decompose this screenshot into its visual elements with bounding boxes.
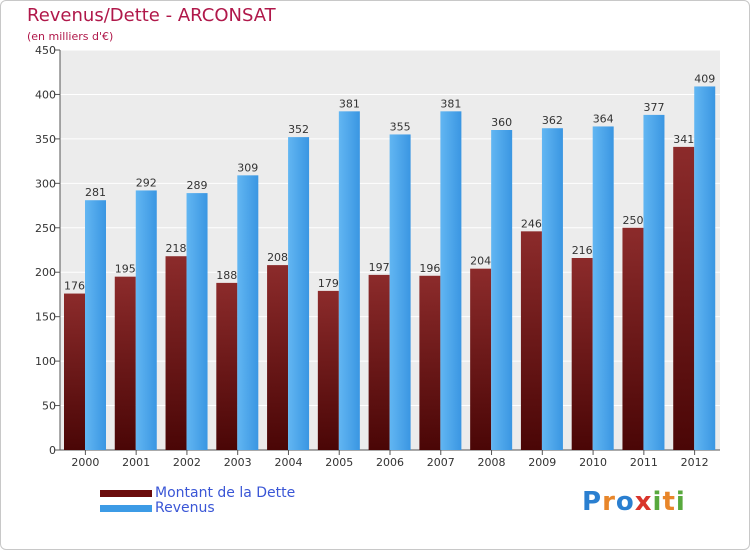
bar-debt-2004	[267, 265, 289, 450]
x-tick-label: 2007	[427, 456, 455, 469]
proxiti-logo: Proxiti	[582, 487, 686, 517]
x-tick-label: 2004	[274, 456, 302, 469]
x-tick-label: 2002	[173, 456, 201, 469]
x-tick-label: 2000	[71, 456, 99, 469]
data-label-debt-2008: 204	[470, 255, 491, 268]
bar-debt-2006	[368, 274, 390, 450]
x-tick-label: 2009	[528, 456, 556, 469]
legend-swatch-debt	[100, 490, 152, 497]
data-label-debt-2003: 188	[216, 269, 237, 282]
data-label-revenus-2000: 281	[85, 186, 106, 199]
y-tick-label: 400	[35, 88, 56, 101]
bar-revenus-2004	[288, 137, 310, 450]
chart-title: Revenus/Dette - ARCONSAT	[27, 5, 276, 26]
logo-letter: P	[582, 487, 603, 517]
bar-revenus-2008	[491, 130, 513, 450]
x-tick-label: 2011	[630, 456, 658, 469]
bar-revenus-2011	[643, 114, 665, 450]
data-label-revenus-2001: 292	[136, 176, 157, 189]
data-label-revenus-2005: 381	[339, 97, 360, 110]
data-label-revenus-2011: 377	[643, 101, 664, 114]
bar-revenus-2010	[592, 126, 614, 450]
data-label-debt-2010: 216	[572, 244, 593, 257]
bar-revenus-2012	[694, 86, 716, 450]
data-label-debt-2000: 176	[64, 280, 85, 293]
data-label-revenus-2007: 381	[440, 97, 461, 110]
y-tick-label: 0	[49, 444, 56, 457]
bar-revenus-2009	[541, 128, 563, 450]
logo-letter: r	[602, 487, 616, 517]
bar-debt-2008	[470, 268, 492, 450]
data-label-debt-2007: 196	[419, 262, 440, 275]
data-label-debt-2009: 246	[521, 217, 542, 230]
data-label-revenus-2008: 360	[491, 116, 512, 129]
bar-debt-2010	[571, 258, 593, 450]
chart-subtitle: (en milliers d'€)	[27, 30, 114, 43]
logo-letter: x	[634, 487, 653, 517]
x-tick-label: 2008	[478, 456, 506, 469]
bar-revenus-2001	[135, 190, 157, 450]
bar-revenus-2000	[85, 200, 106, 450]
bar-debt-2012	[673, 146, 695, 450]
bars	[64, 86, 716, 451]
legend-label-revenus: Revenus	[155, 500, 215, 516]
x-tick-label: 2005	[325, 456, 353, 469]
y-tick-label: 250	[35, 222, 56, 235]
data-label-revenus-2010: 364	[593, 112, 614, 125]
logo-letter: i	[675, 487, 686, 517]
logo-letter: i	[652, 487, 663, 517]
bar-revenus-2002	[186, 193, 208, 450]
bar-revenus-2006	[389, 134, 411, 450]
data-label-debt-2012: 341	[673, 133, 694, 146]
labels: 0 50 100 150 200 250 300 350 400 450 176 281 2000 195…	[35, 44, 715, 469]
data-label-debt-2006: 197	[369, 261, 390, 274]
bar-debt-2000	[64, 293, 85, 450]
bar-debt-2002	[165, 256, 187, 450]
data-label-debt-2002: 218	[166, 242, 187, 255]
bar-debt-2011	[622, 227, 644, 450]
y-tick-label: 450	[35, 44, 56, 57]
bar-debt-2003	[216, 282, 238, 450]
y-tick-label: 150	[35, 311, 56, 324]
y-tick-label: 350	[35, 133, 56, 146]
x-tick-label: 2006	[376, 456, 404, 469]
data-label-revenus-2002: 289	[187, 179, 208, 192]
legend-swatch-revenus	[100, 505, 152, 512]
data-label-revenus-2009: 362	[542, 114, 563, 127]
bar-debt-2009	[520, 231, 542, 450]
data-label-debt-2011: 250	[622, 214, 643, 227]
data-label-revenus-2004: 352	[288, 123, 309, 136]
data-label-revenus-2006: 355	[390, 120, 411, 133]
bar-revenus-2005	[338, 111, 360, 450]
x-tick-label: 2001	[122, 456, 150, 469]
bar-debt-2001	[114, 276, 136, 450]
bar-debt-2005	[317, 290, 339, 450]
bar-debt-2007	[419, 275, 441, 450]
y-tick-label: 300	[35, 177, 56, 190]
logo-letter: t	[662, 487, 676, 517]
bar-revenus-2003	[237, 175, 259, 451]
data-label-debt-2005: 179	[318, 277, 339, 290]
data-label-debt-2001: 195	[115, 263, 136, 276]
data-label-debt-2004: 208	[267, 251, 288, 264]
data-label-revenus-2012: 409	[694, 72, 715, 85]
y-tick-label: 50	[42, 400, 56, 413]
y-tick-label: 100	[35, 355, 56, 368]
x-tick-label: 2010	[579, 456, 607, 469]
x-tick-label: 2003	[224, 456, 252, 469]
logo-letter: o	[615, 487, 635, 517]
x-tick-label: 2012	[681, 456, 709, 469]
y-tick-label: 200	[35, 266, 56, 279]
legend-label-debt: Montant de la Dette	[155, 485, 296, 501]
bar-revenus-2007	[440, 111, 462, 450]
data-label-revenus-2003: 309	[237, 161, 258, 174]
